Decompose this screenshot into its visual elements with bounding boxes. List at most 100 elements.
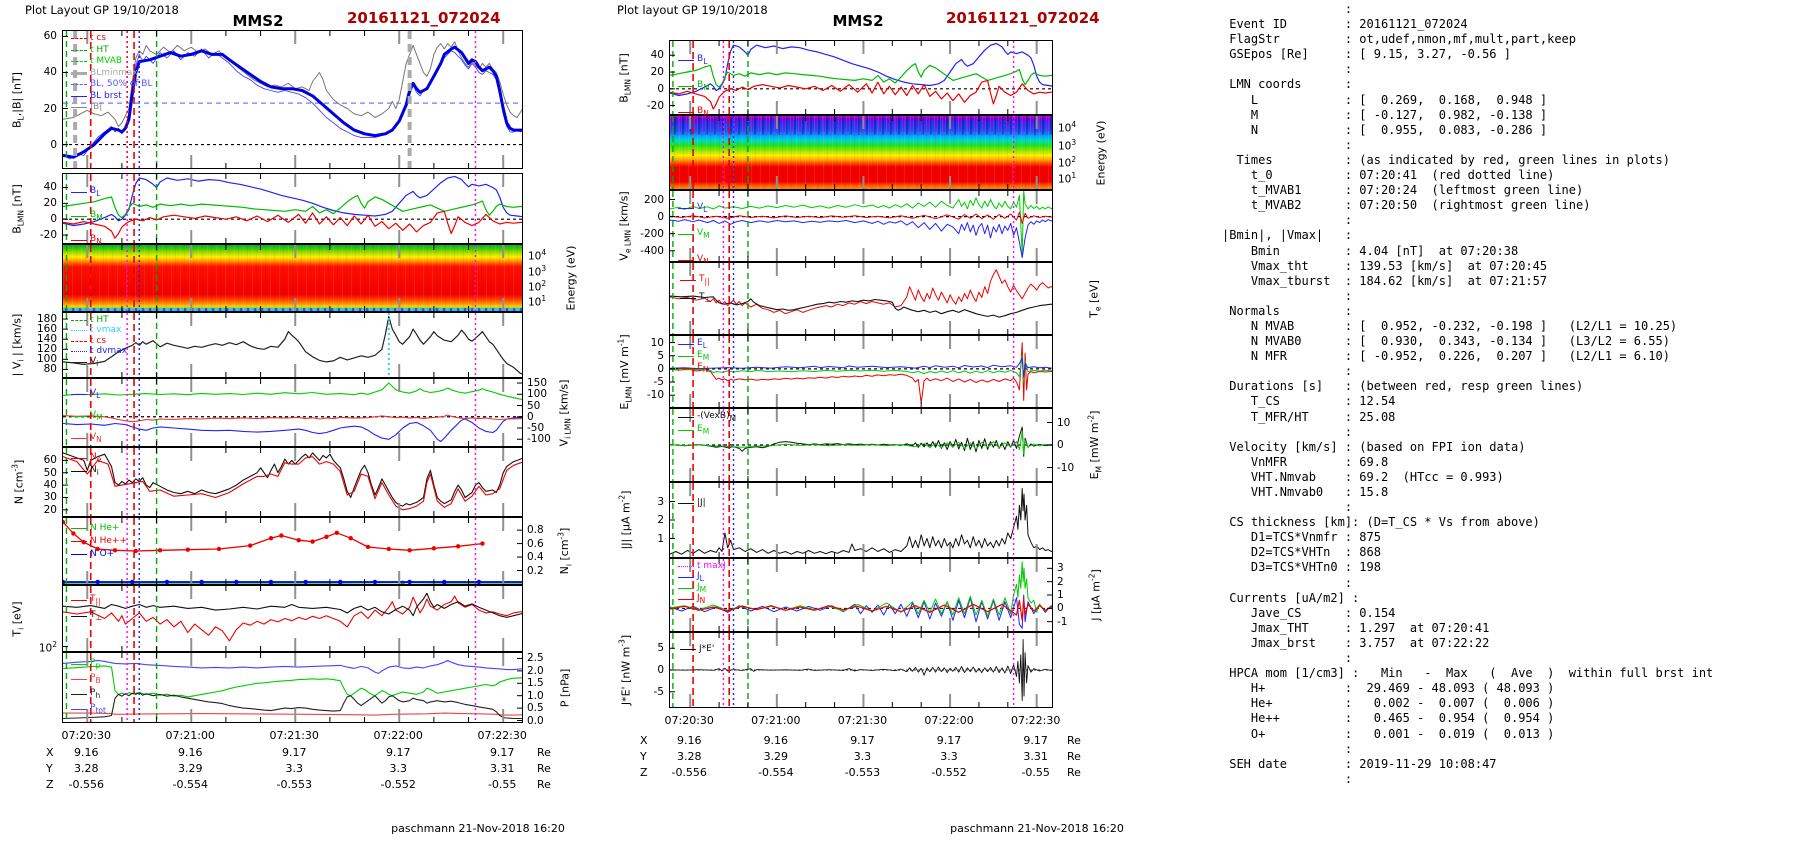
legend-label: VL [90,387,101,400]
ion-spectrogram-speckle [63,307,522,311]
y-tick-label: 2.0 [527,664,544,677]
y-tick-label: 0 [657,362,664,375]
legend-item: t MVAB [71,56,153,68]
minor-ion-density-plot [63,518,522,584]
legend-item: Ne [71,452,101,465]
legend-label: Ptot [90,703,106,716]
legend-label: EM [697,349,710,362]
y-tick-label: 180 [36,313,57,326]
series-M3_VL [670,219,1052,259]
legend-line-sample [678,343,694,345]
legend-item: EN [678,362,709,374]
ephemeris-value: 9.17 [281,746,307,759]
series-L2_BN [63,210,522,239]
legend-label: t HT [90,44,109,55]
legend-label: T⊥ [699,291,712,304]
series-L2_BM [670,63,1052,88]
y-tick-label: 2.5 [527,652,544,665]
legend-line-sample [71,191,87,193]
legend-line-sample [71,95,87,97]
panel-legend: Ne Ni [71,452,101,478]
x-tick-label: 07:21:30 [269,729,319,742]
ephemeris-row-label: Y [640,750,647,763]
y-tick-label: -200 [640,227,664,240]
ephemeris-value: 3.28 [74,762,99,775]
legend-item: VL [678,195,710,221]
panel-legend: BL BM BN [678,47,710,125]
y-tick-label: -1 [1057,615,1068,628]
panel-ion-spectrogram [62,244,523,312]
ephemeris-value: 9.17 [850,734,875,747]
left-plot-title: MMS2 [232,12,284,30]
ephemeris-value: -0.552 [931,766,967,779]
series-M8_JM [670,561,1052,617]
legend-label: N He++ [90,536,127,546]
legend-item: T⊥ [680,289,711,307]
ephemeris-value: 3.29 [763,750,789,763]
colorbar-tick-label: 104 [1058,119,1077,135]
series-M5_EM [670,355,1052,383]
legend-item: BL, 50% of BL [71,79,153,91]
panel-bl-btot: t cs t HT t MVAB BLminmax BL, 50% of BL BL br… [62,30,523,169]
y-tick-label: 0 [657,82,664,95]
panel-ion-temperature: T|| T⊥ [62,585,523,652]
legend-line-sample [680,279,696,281]
legend-item: N He+ [71,522,127,535]
legend-label: BM [697,79,710,92]
legend-item: Ph [71,687,106,702]
ephemeris-value: 9.16 [74,746,99,759]
legend-line-sample [678,259,694,261]
y-tick-label: 10 [650,336,664,349]
legend-line-sample [71,471,87,472]
y-tick-label: 50 [527,399,541,412]
series-M5_EN [670,342,1052,404]
y-tick-label: 5 [657,349,664,362]
x-tick-label: 07:20:30 [664,714,714,727]
series-L9_PB [63,712,522,716]
y-tick-label: 0 [1057,602,1064,615]
legend-item: T⊥ [71,608,102,624]
y-tick-label: 0 [527,410,534,423]
legend-label: EN [697,361,709,374]
vi-lmn-plot [63,379,522,446]
legend-line-sample [678,355,694,357]
y-tick-label: 80 [43,363,57,376]
legend-item: VN [678,247,710,273]
legend-label: BM [90,209,103,222]
legend-label: BL brst [90,90,122,101]
left-plot-footer: paschmann 21-Nov-2018 16:20 [391,822,565,835]
ephemeris-value: 9.17 [1023,734,1048,747]
ephemeris-unit: Re [1067,766,1081,779]
legend-line-sample [71,49,87,51]
middle-plot-header: Plot layout GP 19/10/2018 [617,3,768,17]
y-tick-label: 0.8 [527,524,544,537]
y-axis-label: P [nPa] [558,668,572,707]
middle-plot-title: MMS2 [832,12,884,30]
y-tick-label: 20 [43,102,57,115]
legend-line-sample [71,393,87,395]
y-tick-label: 30 [43,491,57,504]
legend-label: t cs [90,335,107,346]
legend-label: t maxJ [697,561,726,571]
legend-label: T⊥ [90,609,103,622]
series-M8_JL [670,594,1052,629]
y-tick-label: 5 [657,642,664,655]
legend-line-sample [71,239,87,241]
legend-line-sample [71,664,87,665]
colorbar-tick-label: 101 [1058,170,1077,186]
panel-legend: J*E' [680,643,714,655]
series-M3_VM [670,191,1052,256]
panel-electron-temperature: T|| T⊥ [669,262,1053,335]
legend-label: VN [697,253,709,265]
legend-line-sample [678,233,694,235]
ephemeris-value: 3.31 [1023,750,1048,763]
panel-ve-lmn: VL VM VN [669,190,1053,265]
panel-b-lmn: BL BM BN [62,173,523,245]
y-tick-label: 120 [36,343,57,356]
ephemeris-value: 9.16 [763,734,789,747]
ephemeris-value: 9.16 [676,734,702,747]
ephemeris-value: 9.17 [936,734,962,747]
legend-line-sample [71,361,87,363]
y-tick-label: 1 [1057,589,1064,601]
legend-line-sample [71,437,87,439]
